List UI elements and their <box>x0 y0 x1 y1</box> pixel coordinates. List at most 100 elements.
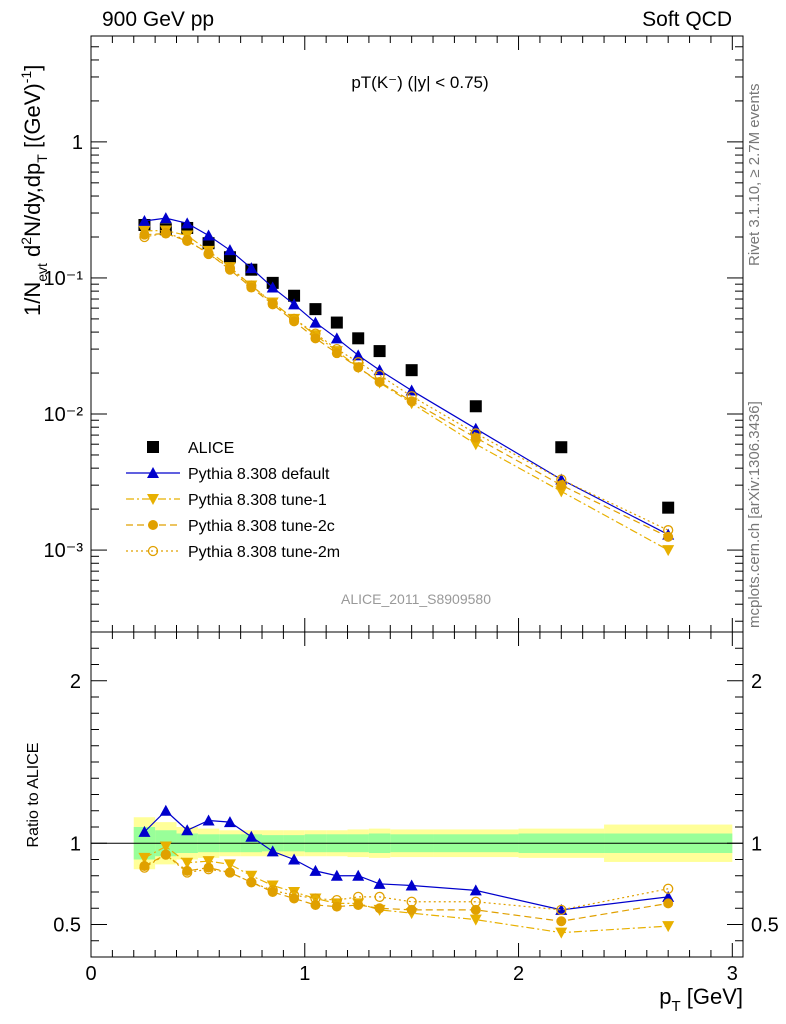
ratio-y-tick-label-right: 1 <box>751 833 762 855</box>
data-point <box>224 867 236 878</box>
data-point <box>373 345 386 358</box>
legend-label: Pythia 8.308 default <box>188 466 330 483</box>
ratio-series-pythia-8-308-default <box>138 804 675 915</box>
data-point <box>663 883 674 894</box>
data-point <box>139 231 150 243</box>
data-point <box>309 303 322 316</box>
ratio-y-tick-label-right: 2 <box>751 671 762 693</box>
series-line <box>144 809 669 911</box>
data-point <box>223 244 236 256</box>
ratio-series-layer <box>138 804 675 939</box>
data-point <box>405 364 418 377</box>
header-right: Soft QCD <box>642 8 732 31</box>
legend-label: ALICE <box>188 440 234 457</box>
x-tick-label: 0 <box>85 963 96 985</box>
data-point <box>203 864 214 875</box>
data-point <box>374 370 385 381</box>
y-tick-label: 10⁻¹ <box>44 268 84 290</box>
legend-entry: Pythia 8.308 default <box>126 466 330 483</box>
series-line <box>144 853 669 911</box>
data-point <box>138 852 151 864</box>
legend-entry: Pythia 8.308 tune-1 <box>126 492 327 509</box>
data-point <box>469 884 482 896</box>
data-point <box>331 343 342 355</box>
main-y-axis-label: 1/Nevt d2N/dy,dpT [(GeV)-1] <box>18 65 50 316</box>
legend-label: Pythia 8.308 tune-2m <box>188 544 340 561</box>
data-point <box>224 263 236 274</box>
data-point <box>374 903 385 914</box>
data-point <box>555 441 568 454</box>
legend-marker <box>147 467 159 478</box>
data-point <box>469 439 482 451</box>
series-line <box>144 845 669 934</box>
data-point <box>662 545 675 557</box>
data-point <box>289 893 300 904</box>
data-point <box>470 428 481 439</box>
data-point <box>245 262 258 274</box>
main-series-layer <box>138 212 675 557</box>
data-point <box>139 862 150 873</box>
legend-marker <box>148 520 158 530</box>
data-point <box>405 879 418 891</box>
data-point <box>662 921 675 933</box>
data-point <box>288 289 301 302</box>
data-point <box>288 887 301 898</box>
data-point <box>469 914 482 926</box>
ratio-series-pythia-8-308-tune-2c <box>139 849 674 927</box>
data-point <box>139 229 150 240</box>
data-point <box>138 215 151 227</box>
legend-entry: Pythia 8.308 tune-2m <box>126 544 340 561</box>
data-point <box>406 391 417 402</box>
y-tick-label: 10⁻³ <box>44 540 84 562</box>
data-point <box>202 814 215 826</box>
series-line <box>144 217 669 536</box>
data-point <box>662 501 675 514</box>
data-point <box>182 234 193 246</box>
data-point <box>373 877 386 889</box>
data-point <box>159 804 172 816</box>
series-line <box>144 232 669 531</box>
x-tick-label: 3 <box>727 963 738 985</box>
main-series-pythia-8-308-tune-2m <box>139 227 674 536</box>
data-point <box>159 841 172 853</box>
data-point <box>470 896 481 907</box>
data-point <box>556 916 567 927</box>
data-point <box>181 857 194 869</box>
data-point <box>288 890 300 901</box>
data-point <box>246 280 257 291</box>
series-line <box>144 229 669 551</box>
legend-label: Pythia 8.308 tune-2c <box>188 518 335 535</box>
data-point <box>160 849 171 860</box>
data-point <box>309 864 322 876</box>
data-point <box>556 904 567 916</box>
data-point <box>406 896 417 907</box>
data-point <box>330 332 343 344</box>
data-point <box>406 904 417 915</box>
main-title: pT(K⁻) (|y| < 0.75) <box>351 73 488 92</box>
data-point <box>469 400 482 413</box>
data-point <box>246 877 257 888</box>
data-point <box>202 229 215 241</box>
data-point <box>555 903 568 915</box>
data-point <box>181 824 194 836</box>
ratio-series-pythia-8-308-tune-2m <box>139 849 674 916</box>
data-point <box>138 825 151 837</box>
data-point <box>288 853 301 865</box>
ratio-y-tick-label-right: 0.5 <box>751 915 779 937</box>
legend-label: Pythia 8.308 tune-1 <box>188 492 327 509</box>
main-frame <box>90 35 744 633</box>
data-point <box>353 900 364 910</box>
data-point <box>373 364 386 376</box>
data-point <box>310 328 321 339</box>
data-point <box>181 217 194 229</box>
data-point <box>330 316 343 329</box>
data-point <box>289 316 300 327</box>
legend-marker <box>147 441 159 453</box>
data-point <box>223 816 236 828</box>
ratio-y-tick-label: 1 <box>70 833 81 855</box>
data-point <box>663 898 674 909</box>
data-point <box>556 480 567 491</box>
data-point <box>160 227 171 239</box>
data-point <box>203 248 214 260</box>
